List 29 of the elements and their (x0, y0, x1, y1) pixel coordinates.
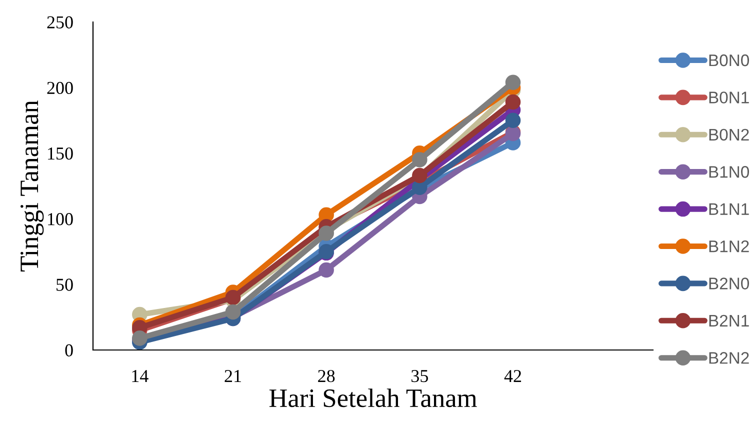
point (412, 152, 428, 168)
point (505, 94, 521, 110)
legend-label: B1N2 (709, 240, 749, 252)
y-tick-label: 150 (48, 147, 73, 160)
y-tick-label: 200 (47, 82, 73, 94)
point (318, 262, 334, 278)
point (505, 112, 521, 128)
x-tick-label: 42 (504, 370, 522, 382)
x-tick-label: 21 (224, 370, 241, 382)
x-tick-label: 28 (318, 370, 335, 382)
legend-label: B2N1 (709, 314, 749, 326)
point (318, 226, 334, 241)
x-axis-title: Hari Setelah Tanam (269, 388, 477, 408)
legend-label: B2N2 (709, 352, 749, 364)
y-axis-title: Tinggi Tanaman (20, 100, 44, 272)
point (505, 74, 521, 90)
y-tick-label: 50 (56, 278, 73, 291)
y-tick-label: 100 (48, 213, 73, 226)
legend-label: B0N2 (709, 128, 749, 141)
legend-label: B1N0 (709, 166, 750, 178)
legend-label: B2N0 (709, 278, 750, 290)
legend-label: B0N1 (709, 92, 749, 104)
x-tick-label: 35 (412, 370, 428, 382)
y-tick-label: 0 (65, 344, 73, 356)
legend-label: B0N0 (709, 54, 750, 66)
point (225, 304, 241, 320)
y-tick-label: 250 (47, 16, 73, 28)
x-tick-label: 14 (132, 370, 148, 382)
legend-label: B1N1 (709, 203, 749, 215)
